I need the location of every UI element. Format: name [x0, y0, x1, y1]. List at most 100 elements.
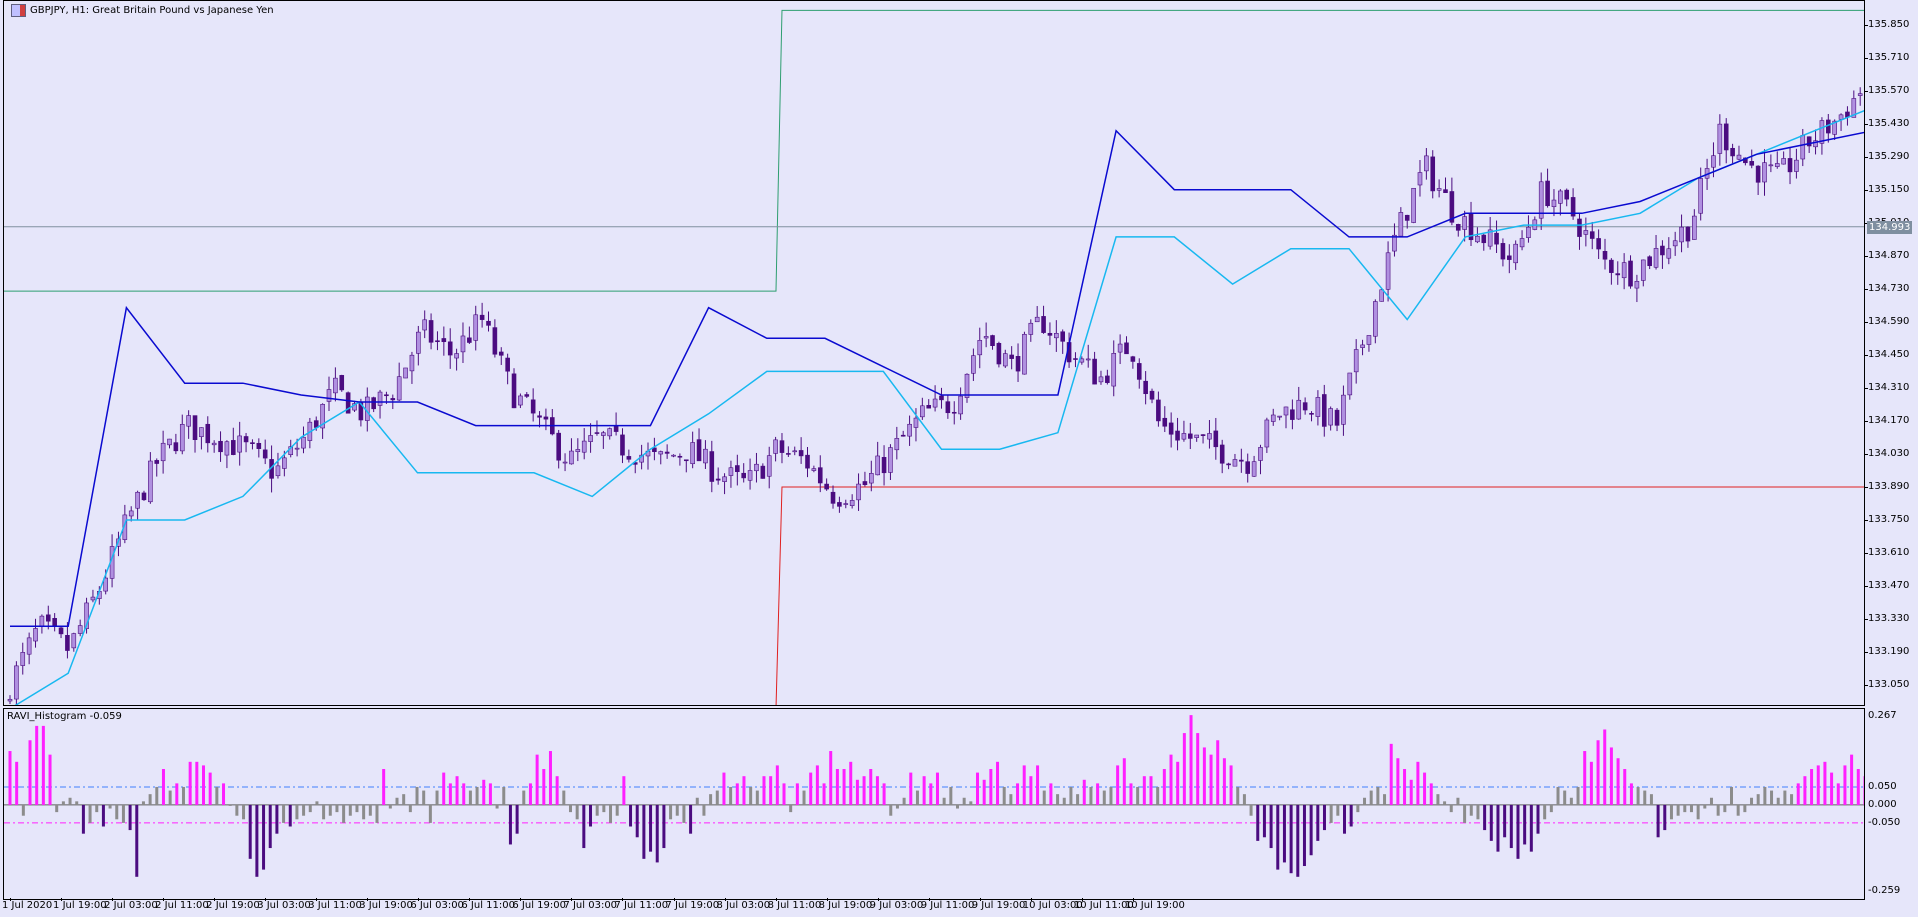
histogram-bar: [1636, 786, 1640, 805]
histogram-bar: [735, 783, 739, 805]
histogram-bar: [395, 797, 399, 805]
histogram-bar: [1476, 804, 1480, 820]
bull-candle: [1411, 187, 1416, 224]
bull-candle: [575, 438, 581, 462]
bull-candle: [167, 438, 172, 449]
histogram-bar: [1703, 804, 1707, 809]
bull-candle: [84, 597, 89, 634]
bull-candle: [422, 310, 428, 339]
bull-candle: [1181, 420, 1187, 442]
bull-candle: [1436, 179, 1442, 198]
price-tick: [1865, 189, 1868, 191]
histogram-bar: [729, 786, 733, 805]
histogram-bar: [1349, 804, 1353, 827]
histogram-bar: [101, 804, 105, 827]
bull-candle: [77, 619, 83, 637]
histogram-bar: [1790, 794, 1794, 805]
price-chart-pane[interactable]: GBPJPY, H1: Great Britain Pound vs Japan…: [3, 0, 1865, 706]
histogram-bar: [355, 804, 359, 813]
current-price-label: 134.993: [1867, 220, 1913, 234]
histogram-bar: [602, 804, 606, 813]
bull-candle: [811, 465, 817, 473]
histogram-bar: [188, 761, 192, 805]
bear-candle: [428, 313, 434, 350]
bull-candle: [569, 438, 574, 465]
histogram-bar: [1136, 786, 1140, 805]
histogram-bar: [515, 804, 519, 834]
time-tick-label: 7 Jul 11:00: [614, 900, 669, 911]
bear-candle: [939, 387, 944, 409]
histogram-bar: [202, 765, 206, 805]
histogram-bar: [288, 804, 292, 827]
histogram-bar: [282, 804, 286, 823]
bear-candle: [492, 319, 498, 358]
bull-candle: [1270, 408, 1276, 426]
bear-candle: [250, 439, 255, 450]
histogram-bar: [55, 804, 59, 813]
time-tick-label: 7 Jul 19:00: [665, 900, 720, 911]
bear-candle: [1168, 412, 1174, 448]
bear-candle: [664, 444, 670, 459]
bull-candle: [1417, 159, 1423, 197]
histogram-bar: [275, 804, 279, 834]
upper-channel-line: [10, 129, 1864, 627]
bear-candle: [256, 438, 262, 458]
bear-candle: [779, 433, 785, 464]
bull-candle: [1679, 214, 1684, 253]
time-tick: [418, 898, 420, 901]
histogram-bar: [1696, 804, 1700, 820]
price-tick: [1865, 619, 1868, 621]
histogram-bar: [1142, 776, 1146, 805]
histogram-bar: [855, 779, 859, 805]
histogram-bar: [1810, 769, 1814, 805]
histogram-bar: [1076, 794, 1080, 805]
bull-candle: [1283, 406, 1289, 429]
price-tick: [1865, 156, 1868, 158]
lower-channel-line: [14, 110, 1864, 705]
bull-candle: [199, 427, 204, 450]
histogram-bar: [222, 783, 226, 805]
bull-candle: [1762, 149, 1767, 196]
histogram-bar: [1503, 804, 1507, 838]
histogram-bar: [1456, 797, 1460, 805]
histogram-bar: [1656, 804, 1660, 838]
time-tick-label: 6 Jul 19:00: [512, 900, 566, 911]
bull-candle: [920, 397, 925, 420]
indicator-pane[interactable]: RAVI_Histogram -0.059: [3, 708, 1865, 900]
bear-candle: [1647, 255, 1652, 270]
histogram-bar: [1676, 804, 1680, 816]
histogram-bar: [482, 779, 486, 805]
bull-candle: [1296, 386, 1302, 420]
price-tick: [1865, 652, 1868, 654]
bear-candle: [996, 341, 1002, 368]
bear-candle: [1226, 462, 1231, 470]
price-tick: [1865, 24, 1868, 26]
histogram-bar: [328, 804, 332, 816]
price-tick-label: 134.450: [1868, 348, 1910, 360]
bull-candle: [983, 322, 989, 348]
time-tick: [10, 898, 11, 901]
bull-candle: [754, 452, 759, 483]
histogram-bar: [115, 804, 119, 820]
bear-candle: [760, 463, 766, 479]
time-tick-label: 3 Jul 11:00: [308, 900, 362, 911]
bear-candle: [1404, 214, 1410, 229]
bull-candle: [1379, 288, 1384, 302]
histogram-bar: [1122, 758, 1126, 805]
histogram-bar: [542, 769, 546, 805]
bear-candle: [683, 459, 689, 473]
bull-candle: [26, 632, 32, 665]
bear-candle: [830, 485, 836, 509]
histogram-bar: [1116, 765, 1120, 805]
histogram-bar: [1202, 747, 1206, 805]
histogram-bar: [1556, 786, 1560, 805]
bear-candle: [1494, 220, 1499, 253]
bull-candle: [1264, 417, 1270, 453]
bull-candle: [856, 473, 861, 511]
lower-level: [775, 486, 1864, 705]
bear-candle: [1149, 388, 1155, 404]
bull-candle: [1424, 148, 1429, 180]
histogram-bar: [909, 772, 913, 805]
bear-candle: [1755, 165, 1761, 196]
